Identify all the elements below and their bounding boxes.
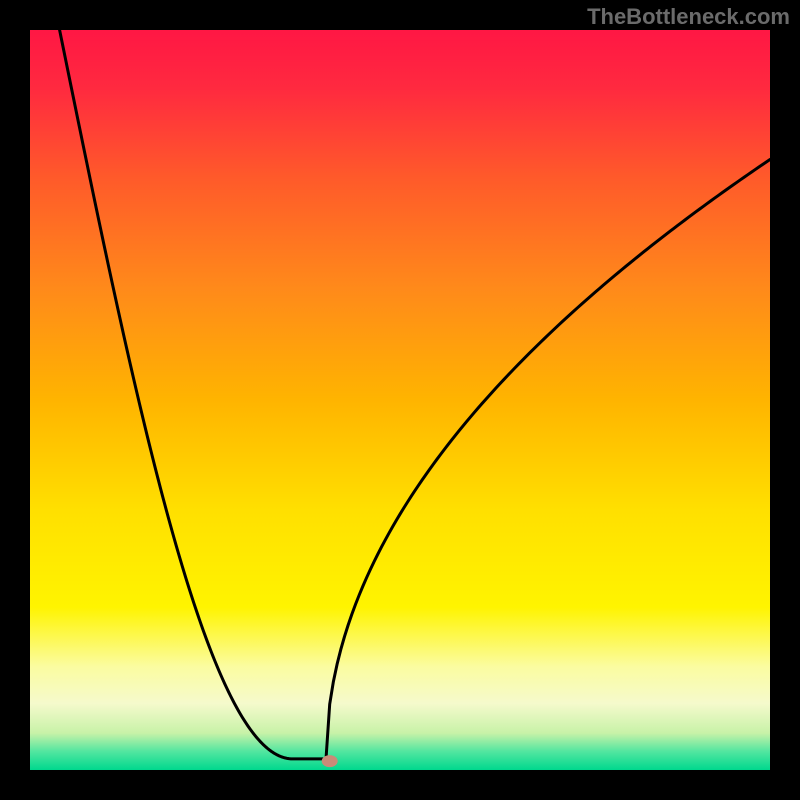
chart-container: TheBottleneck.com	[0, 0, 800, 800]
bottleneck-chart	[0, 0, 800, 800]
plot-gradient-background	[30, 30, 770, 770]
watermark-text: TheBottleneck.com	[587, 4, 790, 30]
optimum-marker	[322, 755, 338, 767]
